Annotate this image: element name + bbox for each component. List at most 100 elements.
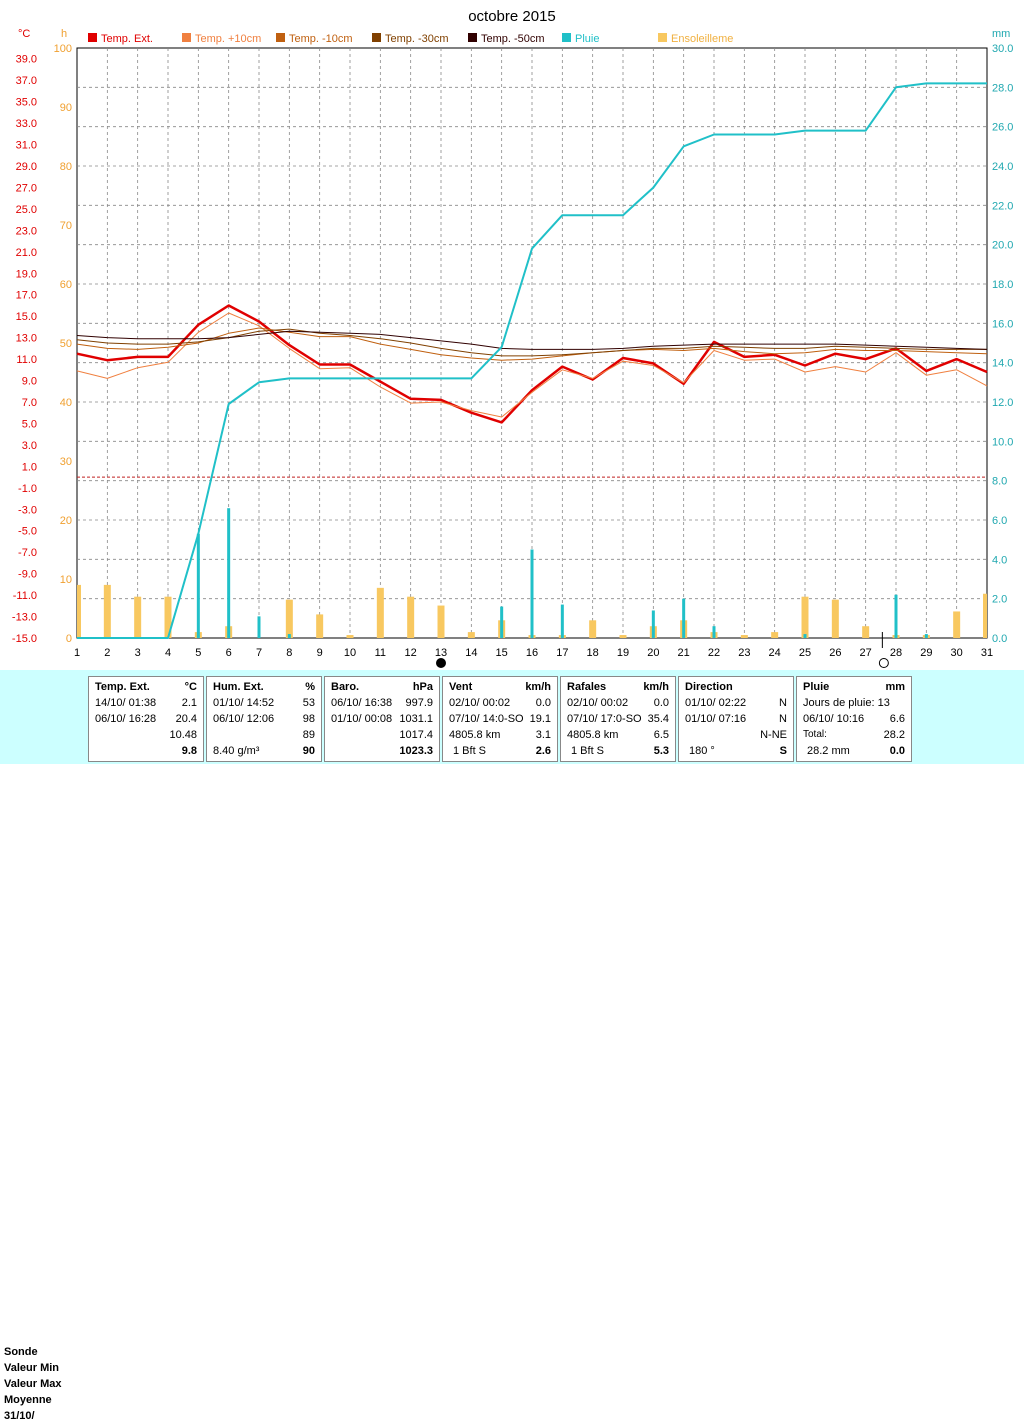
day-tick-label: 7 (256, 647, 262, 659)
label-valeur-max: Valeur Max (4, 1378, 62, 1390)
hum-unit: % (305, 681, 315, 693)
temp-tick-label: -5.0 (18, 526, 37, 538)
temp-tick-label: 1.0 (22, 461, 37, 473)
panel-direction: Direction 01/10/ 02:22 N 01/10/ 07:16 N N-… (678, 676, 794, 762)
day-tick-label: 5 (195, 647, 201, 659)
sunshine-bar (346, 635, 354, 638)
day-tick-label: 20 (647, 647, 659, 659)
day-tick-label: 16 (526, 647, 538, 659)
hum-header: Hum. Ext. (213, 681, 264, 693)
dir-max: N (779, 713, 787, 725)
gusts-beaufort: 1 Bft S (571, 745, 605, 757)
day-tick-label: 23 (738, 647, 750, 659)
temp-tick-label: 37.0 (16, 75, 37, 87)
legend-swatch (182, 33, 191, 42)
panel-gusts: Rafales km/h 02/10/ 00:02 0.0 07/10/ 17:0… (560, 676, 676, 762)
day-tick-label: 28 (890, 647, 902, 659)
rain-tick-label: 2.0 (992, 594, 1007, 606)
rain-tick-label: 8.0 (992, 476, 1007, 488)
rain-bar (500, 606, 504, 638)
temp-axis-unit: °C (18, 28, 30, 40)
temp-tick-label: -15.0 (12, 633, 37, 645)
temp-max: 20.4 (175, 713, 197, 725)
rain-tick-label: 26.0 (992, 122, 1013, 134)
legend-label: Ensoleilleme (671, 33, 733, 45)
hum-abs: 8.40 g/m³ (213, 745, 260, 757)
rain-bar (651, 610, 655, 638)
hour-tick-label: 90 (60, 102, 72, 114)
temp-tick-label: 23.0 (16, 225, 37, 237)
baro-avg: 1017.4 (399, 729, 433, 741)
panel-baro: Baro. hPa 06/10/ 16:38 997.9 01/10/ 00:08… (324, 676, 440, 762)
wind-beaufort: 1 Bft S (453, 745, 487, 757)
rain-tick-label: 24.0 (992, 161, 1013, 173)
day-tick-label: 9 (317, 647, 323, 659)
temp-min: 2.1 (181, 697, 197, 709)
temp-tick-label: 21.0 (16, 247, 37, 259)
label-sonde: Sonde (4, 1346, 38, 1358)
rain-days: Jours de pluie: 13 (803, 697, 890, 709)
dir-min-date: 01/10/ 02:22 (685, 697, 747, 709)
rain-tick-label: 6.0 (992, 515, 1007, 527)
hour-tick-label: 50 (60, 338, 72, 350)
stats-table: Sonde Valeur Min Valeur Max Moyenne 31/1… (0, 670, 1024, 1422)
dir-avg: N-NE (760, 729, 787, 741)
series-line (76, 304, 988, 424)
sunshine-bar (285, 599, 293, 638)
legend-label: Pluie (575, 33, 599, 45)
gusts-distance: 4805.8 km (567, 729, 619, 741)
temp-tick-label: 17.0 (16, 290, 37, 302)
sunshine-bar (953, 611, 961, 638)
temp-tick-label: -3.0 (18, 504, 37, 516)
wind-min-date: 02/10/ 00:02 (449, 697, 511, 709)
monthly-weather-chart: octobre 201539.037.035.033.031.029.027.0… (12, 8, 1013, 668)
day-tick-label: 31 (981, 647, 993, 659)
rain-bar (560, 604, 564, 638)
wind-max-date: 07/10/ 14:0-SO (449, 713, 524, 725)
panel-rain: Pluie mm Jours de pluie: 13 06/10/ 10:16… (796, 676, 912, 762)
series-line (76, 330, 988, 350)
rain-tick-label: 4.0 (992, 554, 1007, 566)
sunshine-bar (77, 584, 81, 638)
dir-current: S (779, 745, 787, 757)
gusts-current: 5.3 (653, 745, 669, 757)
legend-label: Temp. -10cm (289, 33, 353, 45)
legend-swatch (658, 33, 667, 42)
stats-row-labels: Sonde Valeur Min Valeur Max Moyenne 31/1… (4, 1346, 84, 1426)
temp-tick-label: 25.0 (16, 204, 37, 216)
legend-swatch (372, 33, 381, 42)
dir-degrees: 180 ° (689, 745, 715, 757)
rain-tick-label: 16.0 (992, 318, 1013, 330)
hum-min-date: 01/10/ 14:52 (213, 697, 275, 709)
sunshine-bar (619, 635, 627, 638)
legend-label: Temp. +10cm (195, 33, 261, 45)
legend-swatch (276, 33, 285, 42)
day-tick-label: 12 (405, 647, 417, 659)
weather-report: octobre 2015 39.0 37.0 35.0 33.0 31.0 29.0 27.0… (0, 8, 1024, 1422)
day-tick-label: 4 (165, 647, 171, 659)
panel-temp: Temp. Ext. °C 14/10/ 01:38 2.1 06/10/ 16:… (88, 676, 204, 762)
wind-current: 2.6 (535, 745, 551, 757)
hour-tick-label: 30 (60, 456, 72, 468)
sunshine-bar (862, 626, 870, 638)
wind-max: 19.1 (529, 713, 551, 725)
rain-bar (924, 634, 928, 638)
rain-max-date: 06/10/ 10:16 (803, 713, 865, 725)
rain-tick-label: 18.0 (992, 279, 1013, 291)
sunshine-bar (801, 596, 809, 638)
day-tick-label: 11 (375, 647, 386, 659)
temp-header: Temp. Ext. (95, 681, 150, 693)
day-tick-label: 13 (435, 647, 447, 659)
rain-tick-label: 14.0 (992, 358, 1013, 370)
temp-tick-label: -11.0 (13, 590, 37, 602)
day-tick-label: 19 (617, 647, 629, 659)
day-tick-label: 21 (678, 647, 690, 659)
gusts-max-date: 07/10/ 17:0-SO (567, 713, 642, 725)
full-moon-icon (878, 658, 889, 668)
rain-bar (227, 508, 231, 638)
legend-swatch (562, 33, 571, 42)
temp-tick-label: 11.0 (16, 354, 37, 366)
legend-label: Temp. -30cm (385, 33, 449, 45)
hour-tick-label: 80 (60, 161, 72, 173)
label-valeur-min: Valeur Min (4, 1362, 60, 1374)
